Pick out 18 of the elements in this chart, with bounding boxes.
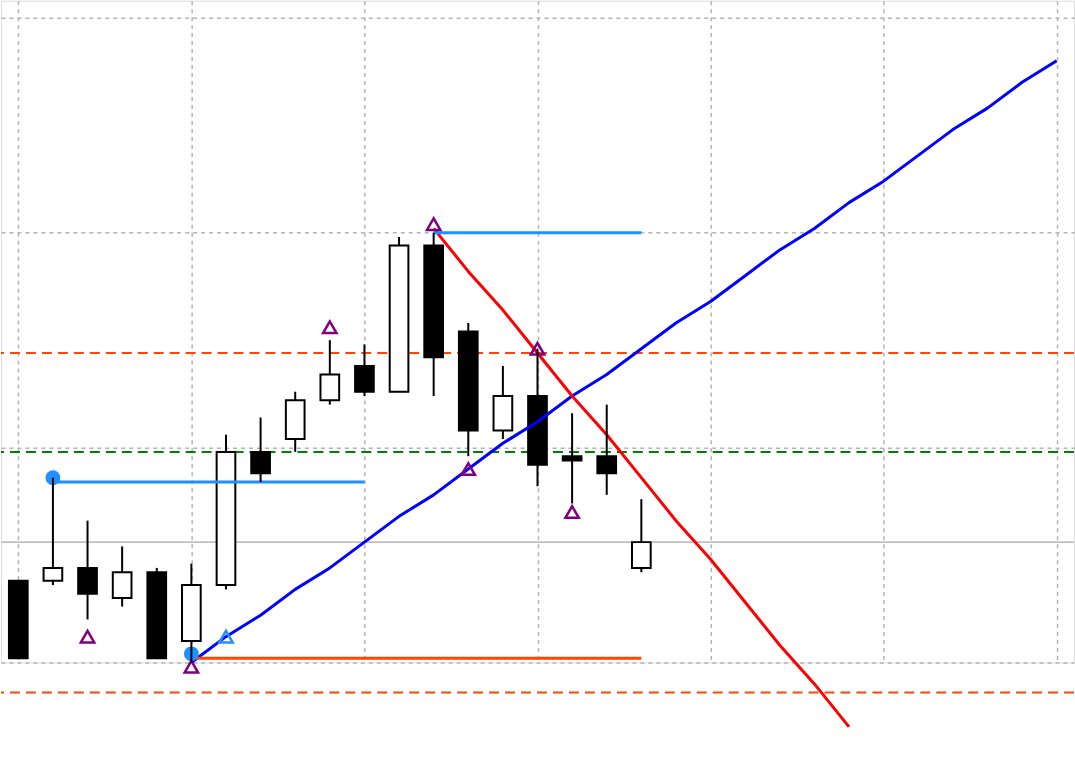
point — [183, 659, 200, 674]
candlestick — [561, 412, 583, 505]
candlestick — [492, 364, 514, 440]
candlestick — [250, 416, 271, 483]
candlestick — [111, 545, 133, 608]
candlestick — [596, 403, 618, 496]
candlestick — [319, 339, 341, 406]
candlestick — [77, 519, 98, 621]
candlestick — [423, 231, 445, 398]
point — [460, 462, 477, 477]
point — [218, 629, 234, 644]
point — [321, 320, 338, 335]
candlestick — [284, 390, 306, 453]
point — [425, 217, 442, 232]
point — [529, 341, 546, 356]
point — [564, 505, 581, 520]
point — [79, 629, 96, 644]
candlestick — [457, 321, 479, 458]
